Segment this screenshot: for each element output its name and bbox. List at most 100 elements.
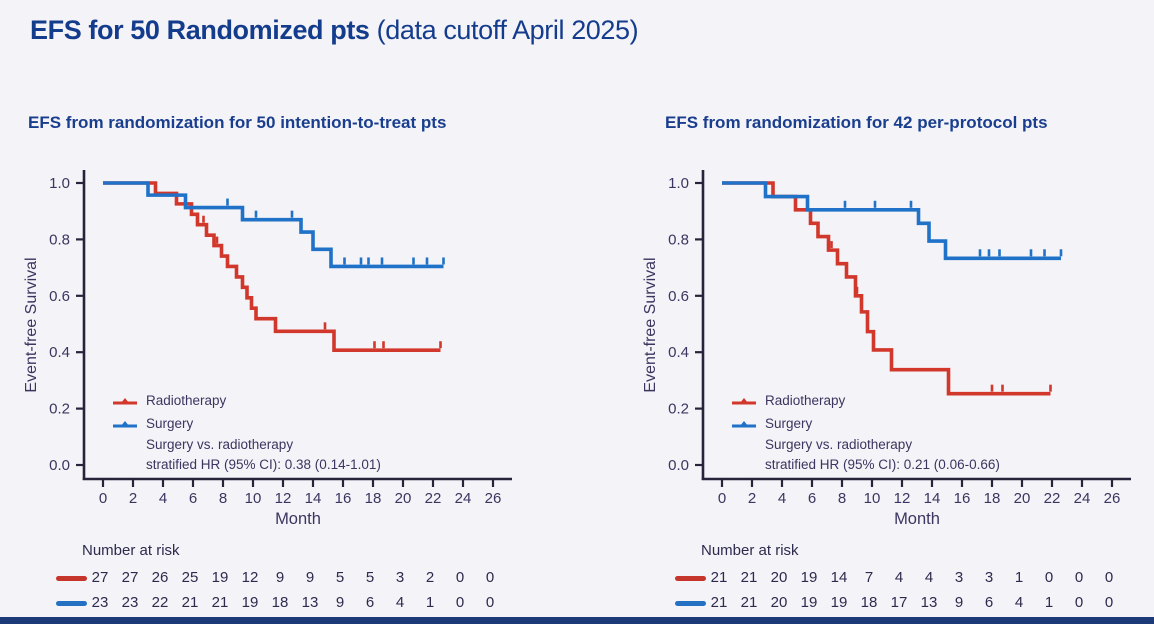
x-tick-label: 20 — [1014, 490, 1031, 507]
at-risk-count: 21 — [211, 594, 229, 611]
y-tick-label: 0.6 — [49, 288, 70, 305]
x-tick-label: 12 — [894, 490, 911, 507]
at-risk-count: 0 — [1074, 569, 1084, 586]
at-risk-count: 23 — [91, 594, 109, 611]
at-risk-count: 19 — [241, 594, 259, 611]
surgery-censor-marker-icon — [113, 420, 137, 427]
surgery-swatch — [56, 601, 87, 606]
at-risk-count: 9 — [275, 569, 285, 586]
panel-per-protocol: EFS from randomization for 42 per-protoc… — [639, 108, 1154, 624]
at-risk-count: 5 — [365, 569, 375, 586]
x-tick-label: 2 — [129, 490, 137, 507]
page-title: EFS for 50 Randomized pts (data cutoff A… — [30, 15, 639, 46]
x-tick-label: 24 — [455, 490, 472, 507]
x-tick-label: 2 — [748, 490, 756, 507]
at-risk-count: 4 — [894, 569, 904, 586]
at-risk-count: 21 — [710, 594, 728, 611]
at-risk-count: 4 — [924, 569, 934, 586]
at-risk-count: 22 — [151, 594, 169, 611]
at-risk-count: 0 — [1104, 569, 1114, 586]
at-risk-count: 1 — [1014, 569, 1024, 586]
legend-label-radiotherapy: Radiotherapy — [765, 393, 846, 408]
x-tick-label: 4 — [778, 490, 786, 507]
x-axis-title: Month — [275, 510, 321, 528]
at-risk-count: 9 — [305, 569, 315, 586]
at-risk-count: 9 — [335, 594, 345, 611]
x-tick-label: 10 — [864, 490, 881, 507]
hazard-ratio-note: stratified HR (95% CI): 0.21 (0.06-0.66) — [765, 457, 1000, 472]
x-tick-label: 6 — [189, 490, 197, 507]
at-risk-count: 3 — [395, 569, 405, 586]
km-plot-pp: 1.00.80.60.40.20.00 2 4 6 8 10 12 14 16 18 20 22 24 2… — [642, 170, 1131, 528]
x-tick-label: 0 — [99, 490, 107, 507]
legend-label-surgery: Surgery — [765, 416, 813, 431]
y-tick-label: 0.0 — [668, 457, 689, 474]
at-risk-count: 6 — [365, 594, 375, 611]
km-curve-surgery — [722, 181, 1061, 261]
at-risk-count: 19 — [800, 569, 818, 586]
y-tick-label: 0.2 — [49, 401, 70, 418]
radiotherapy-censor-marker-icon — [732, 397, 756, 404]
y-tick-label: 1.0 — [668, 175, 689, 192]
at-risk-count: 12 — [241, 569, 259, 586]
at-risk-count: 3 — [954, 569, 964, 586]
at-risk-count: 20 — [770, 569, 788, 586]
legend-itt: Radiotherapy Surgery Surgery vs. radioth… — [112, 389, 512, 475]
x-tick-label: 16 — [954, 490, 971, 507]
radiotherapy-censor-marker-icon — [113, 397, 137, 404]
legend-label-surgery: Surgery — [146, 416, 194, 431]
x-tick-label: 14 — [305, 490, 322, 507]
at-risk-row-surgery: 21 21 20 19 19 18 17 13 9 6 4 1 0 0 — [639, 594, 1154, 612]
x-tick-label: 22 — [1044, 490, 1061, 507]
surgery-swatch — [675, 601, 706, 606]
y-tick-label: 0.2 — [668, 401, 689, 418]
at-risk-count: 3 — [984, 569, 994, 586]
x-tick-label: 6 — [808, 490, 816, 507]
at-risk-count: 21 — [740, 594, 758, 611]
y-axis-title: Event-free Survival — [23, 257, 40, 392]
at-risk-count: 21 — [181, 594, 199, 611]
x-tick-label: 8 — [838, 490, 846, 507]
x-tick-label: 18 — [984, 490, 1001, 507]
x-tick-label: 22 — [425, 490, 442, 507]
at-risk-count: 19 — [830, 594, 848, 611]
y-tick-label: 0.6 — [668, 288, 689, 305]
y-tick-label: 0.4 — [668, 344, 689, 361]
y-axis-title: Event-free Survival — [642, 257, 659, 392]
at-risk-count: 21 — [710, 569, 728, 586]
legend-label-radiotherapy: Radiotherapy — [146, 393, 227, 408]
x-tick-label: 10 — [245, 490, 262, 507]
at-risk-count: 9 — [954, 594, 964, 611]
y-tick-label: 0.8 — [49, 231, 70, 248]
y-tick-label: 0.0 — [49, 457, 70, 474]
at-risk-count: 17 — [890, 594, 908, 611]
y-tick-label: 1.0 — [49, 175, 70, 192]
page-title-cutoff: (data cutoff April 2025) — [376, 15, 639, 45]
at-risk-row-radiotherapy: 21 21 20 19 14 7 4 4 3 3 1 0 0 0 — [639, 569, 1154, 587]
at-risk-count: 27 — [121, 569, 139, 586]
y-tick-label: 0.4 — [49, 344, 70, 361]
x-tick-label: 8 — [219, 490, 227, 507]
x-tick-label: 14 — [924, 490, 941, 507]
panel-pp-title: EFS from randomization for 42 per-protoc… — [665, 113, 1048, 132]
at-risk-row-radiotherapy: 27 27 26 25 19 12 9 9 5 5 3 2 0 0 — [20, 569, 535, 587]
at-risk-count: 7 — [864, 569, 874, 586]
comparison-note: Surgery vs. radiotherapy — [765, 437, 913, 452]
number-at-risk-header: Number at risk — [701, 542, 799, 559]
at-risk-count: 0 — [485, 569, 495, 586]
hazard-ratio-note: stratified HR (95% CI): 0.38 (0.14-1.01) — [146, 457, 381, 472]
legend-item-surgery: Surgery — [112, 412, 512, 435]
at-risk-count: 18 — [271, 594, 289, 611]
panel-itt-title: EFS from randomization for 50 intention-… — [28, 113, 447, 132]
at-risk-count: 23 — [121, 594, 139, 611]
page-title-main: EFS for 50 Randomized pts — [30, 15, 370, 45]
at-risk-count: 0 — [1074, 594, 1084, 611]
at-risk-count: 14 — [830, 569, 848, 586]
at-risk-count: 5 — [335, 569, 345, 586]
km-plot-itt: 1.00.80.60.40.20.00 2 4 6 8 10 12 14 16 18 20 22 24 2… — [23, 170, 512, 528]
at-risk-count: 27 — [91, 569, 109, 586]
at-risk-count: 19 — [211, 569, 229, 586]
x-tick-label: 16 — [335, 490, 352, 507]
surgery-censor-marker-icon — [732, 420, 756, 427]
